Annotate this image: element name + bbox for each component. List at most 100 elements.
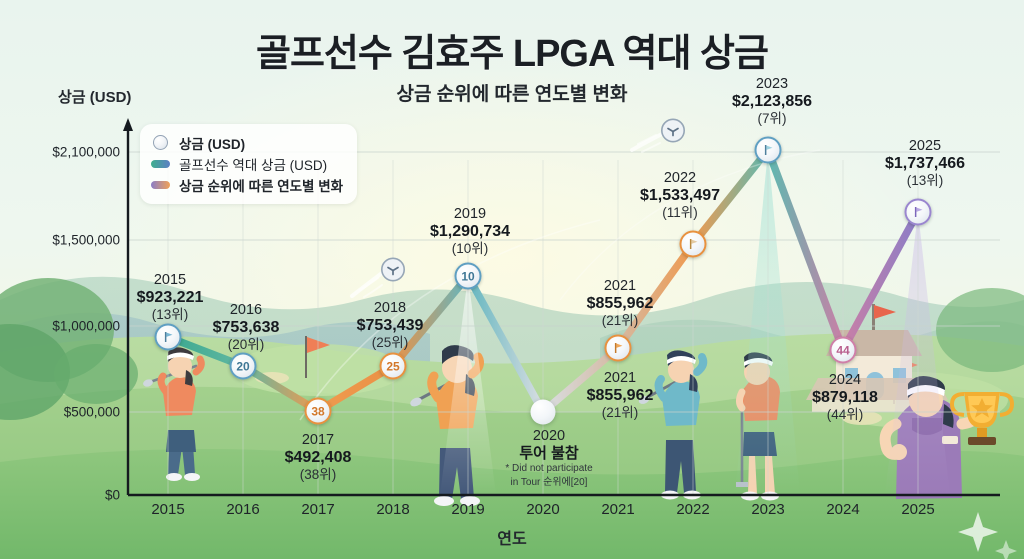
golfer-figure-2022 <box>638 350 708 500</box>
legend-teal-line-icon <box>151 159 170 168</box>
x-tick-2024: 2024 <box>826 501 860 518</box>
data-label-2021-upper-value: $855,962 <box>586 294 654 312</box>
x-axis-title: 연도 <box>497 531 527 548</box>
x-tick-2022: 2022 <box>676 501 710 518</box>
flying-golf-ball-icon-2018 <box>380 257 406 288</box>
data-marker-2019[interactable]: 10 <box>454 262 482 290</box>
data-label-2023-rank: (7위) <box>757 111 787 127</box>
data-marker-2025[interactable] <box>904 198 932 226</box>
data-label-2022-year: 2022 <box>663 170 697 186</box>
data-label-2016: 2016 $753,638 (20위) <box>213 302 280 353</box>
legend-ball-marker-icon <box>151 135 170 150</box>
data-label-2024: 2024 $879,118 (44위) <box>812 372 878 423</box>
data-label-2015-value: $923,221 <box>136 288 204 306</box>
data-label-2022-value: $1,533,497 <box>639 186 721 204</box>
legend-purple-orange-line-icon <box>151 180 170 189</box>
data-marker-2021[interactable] <box>604 334 632 362</box>
data-label-2020-year: 2020 <box>532 428 566 444</box>
data-marker-2015[interactable] <box>154 323 182 351</box>
legend-item-prize-money[interactable]: 상금 (USD) <box>151 132 343 153</box>
flag-icon <box>914 207 923 217</box>
page-title: 골프선수 김효주 LPGA 역대 상금 <box>256 33 769 75</box>
x-tick-2023: 2023 <box>751 501 785 518</box>
data-label-2017-year: 2017 <box>301 432 335 448</box>
data-marker-2024[interactable]: 44 <box>829 336 857 364</box>
data-label-2021-lower-year: 2021 <box>603 370 637 386</box>
y-tick-1m: $1,000,000 <box>52 318 120 334</box>
data-label-2018-year: 2018 <box>373 300 407 316</box>
flying-golf-ball-icon-2022 <box>660 118 686 149</box>
data-label-2019-year: 2019 <box>453 206 487 222</box>
y-tick-2-1m: $2,100,000 <box>52 144 120 160</box>
data-label-2020-note: 투어 불참 <box>519 444 579 462</box>
data-label-2022-rank: (11위) <box>662 205 698 221</box>
data-label-2021-lower: 2021 $855,962 (21위) <box>587 370 654 421</box>
chart-legend: 상금 (USD) 골프선수 역대 상금 (USD) 상금 순위에 따른 연도별 … <box>140 124 358 204</box>
data-label-2017: 2017 $492,408 (38위) <box>285 432 352 483</box>
data-label-2020: 2020 투어 불참 * Did not participate in Tour… <box>505 428 592 489</box>
data-label-2025-rank: (13위) <box>906 173 944 189</box>
y-tick-0: $0 <box>104 487 120 503</box>
data-label-2019-rank: (10위) <box>451 241 489 257</box>
data-label-2020-footnote-line2: in Tour 순위에[20] <box>510 476 588 488</box>
data-marker-2023[interactable] <box>754 136 782 164</box>
data-label-2018-value: $753,439 <box>356 316 424 334</box>
golfer-figure-2015 <box>143 347 205 481</box>
data-label-2021-upper: 2021 $855,962 (21위) <box>587 278 654 329</box>
data-marker-2018[interactable]: 25 <box>379 352 407 380</box>
data-marker-2016[interactable]: 20 <box>229 352 257 380</box>
data-marker-2020[interactable] <box>530 399 556 425</box>
legend-item-rank-change[interactable]: 상금 순위에 따른 연도별 변화 <box>151 174 343 195</box>
x-tick-2015: 2015 <box>151 501 185 518</box>
data-label-2024-value: $879,118 <box>812 388 878 406</box>
data-label-2019-value: $1,290,734 <box>429 222 511 240</box>
x-tick-2021: 2021 <box>601 501 635 518</box>
data-label-2016-value: $753,638 <box>212 318 280 336</box>
x-tick-2018: 2018 <box>376 501 410 518</box>
data-label-2016-rank: (20위) <box>227 337 265 353</box>
data-label-2017-value: $492,408 <box>284 448 352 466</box>
data-label-2023: 2023 $2,123,856 (7위) <box>732 76 812 127</box>
data-marker-2022[interactable] <box>679 230 707 258</box>
data-label-2016-year: 2016 <box>229 302 263 318</box>
legend-item-career-earnings[interactable]: 골프선수 역대 상금 (USD) <box>151 153 343 174</box>
data-label-2025: 2025 $1,737,466 (13위) <box>885 138 965 189</box>
data-label-2023-year: 2023 <box>755 76 789 92</box>
data-marker-2017[interactable]: 38 <box>304 397 332 425</box>
x-tick-2019: 2019 <box>451 501 485 518</box>
data-label-2017-rank: (38위) <box>299 467 337 483</box>
y-axis-title: 상금 (USD) <box>58 89 132 106</box>
x-tick-2016: 2016 <box>226 501 260 518</box>
x-tick-2020: 2020 <box>526 501 560 518</box>
legend-item-rank-change-label: 상금 순위에 따른 연도별 변화 <box>179 178 344 194</box>
data-label-2024-rank: (44위) <box>826 407 864 423</box>
y-tick-500k: $500,000 <box>63 404 120 420</box>
data-label-2025-year: 2025 <box>908 138 942 154</box>
data-label-2015-rank: (13위) <box>151 307 189 323</box>
x-tick-2025: 2025 <box>901 501 935 518</box>
data-label-2021-lower-rank: (21위) <box>601 405 639 421</box>
trophy-icon <box>949 392 1015 445</box>
flag-icon <box>764 145 773 155</box>
data-label-2018-rank: (25위) <box>371 335 409 351</box>
data-label-2021-lower-value: $855,962 <box>586 386 654 404</box>
flag-icon <box>614 343 623 353</box>
axis-lines <box>123 118 1000 497</box>
page-subtitle: 상금 순위에 따른 연도별 변화 <box>396 84 628 105</box>
data-label-2022: 2022 $1,533,497 (11위) <box>640 170 720 221</box>
legend-item-prize-money-label: 상금 (USD) <box>179 136 246 152</box>
x-tick-2017: 2017 <box>301 501 335 518</box>
data-label-2020-footnote-line1: * Did not participate <box>505 463 593 475</box>
data-label-2024-year: 2024 <box>828 372 862 388</box>
flag-icon <box>164 332 173 342</box>
data-label-2015-year: 2015 <box>153 272 187 288</box>
data-label-2021-upper-year: 2021 <box>603 278 637 294</box>
flag-icon <box>689 239 698 249</box>
legend-item-career-earnings-label: 골프선수 역대 상금 (USD) <box>179 157 328 173</box>
data-label-2018: 2018 $753,439 (25위) <box>357 300 424 351</box>
data-label-2015: 2015 $923,221 (13위) <box>137 272 204 323</box>
data-label-2023-value: $2,123,856 <box>731 92 813 110</box>
y-tick-1-5m: $1,500,000 <box>52 232 120 248</box>
